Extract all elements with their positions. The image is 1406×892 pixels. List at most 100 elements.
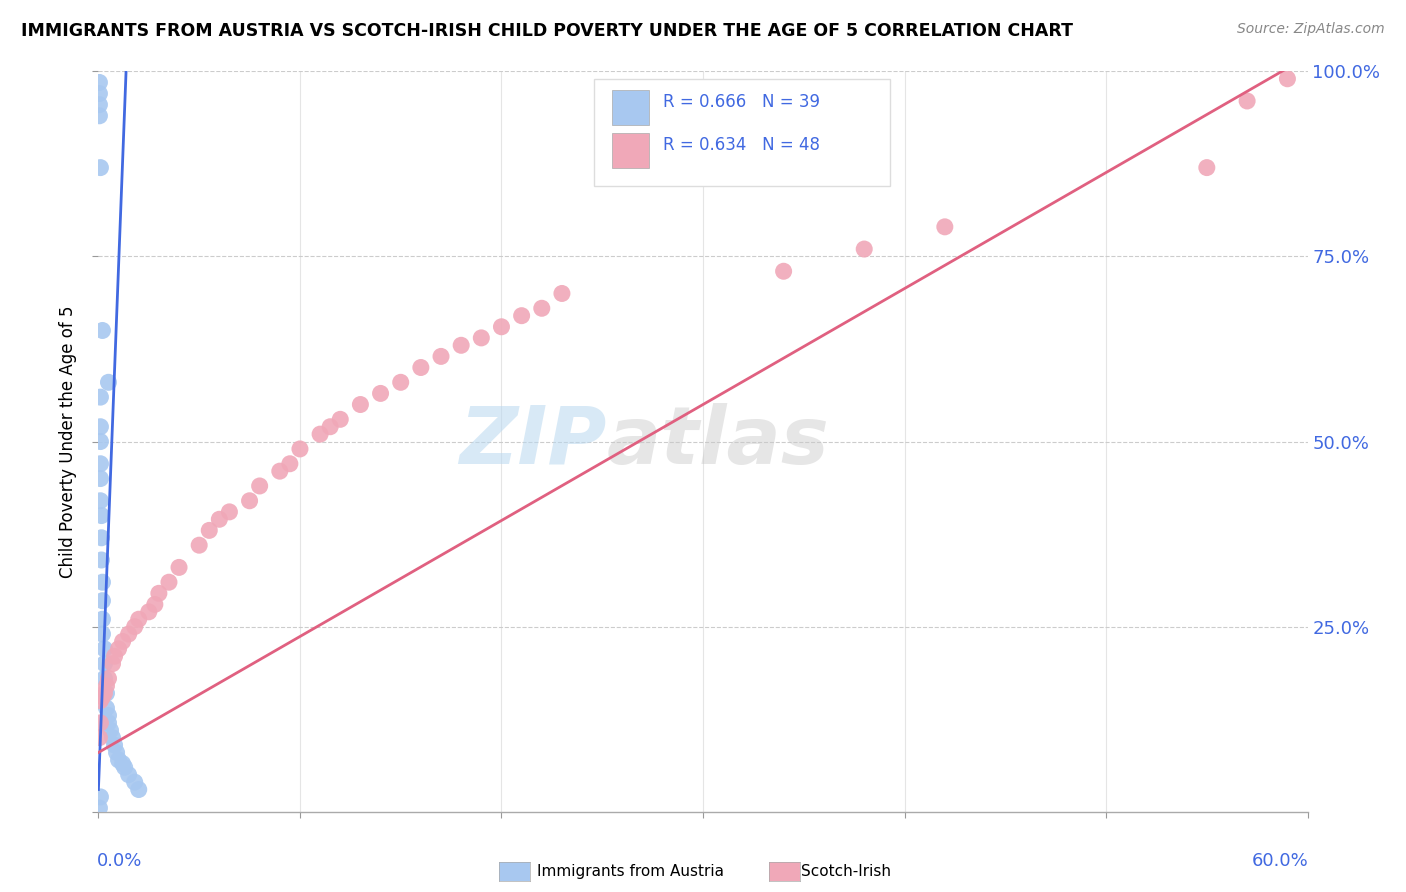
- Point: [853, 242, 876, 256]
- Text: Immigrants from Austria: Immigrants from Austria: [537, 864, 724, 879]
- Point: [551, 286, 574, 301]
- Point: [89, 390, 111, 404]
- Text: IMMIGRANTS FROM AUSTRIA VS SCOTCH-IRISH CHILD POVERTY UNDER THE AGE OF 5 CORRELA: IMMIGRANTS FROM AUSTRIA VS SCOTCH-IRISH …: [21, 22, 1073, 40]
- Point: [96, 701, 118, 715]
- Point: [107, 753, 129, 767]
- Point: [89, 419, 111, 434]
- Point: [208, 512, 231, 526]
- Point: [470, 331, 492, 345]
- Point: [349, 398, 371, 412]
- Point: [89, 493, 111, 508]
- Point: [97, 708, 120, 723]
- Point: [96, 686, 118, 700]
- Point: [309, 427, 332, 442]
- Point: [93, 672, 115, 686]
- Point: [89, 75, 111, 89]
- Point: [370, 386, 392, 401]
- Point: [114, 760, 136, 774]
- Point: [101, 657, 124, 671]
- Point: [409, 360, 432, 375]
- Y-axis label: Child Poverty Under the Age of 5: Child Poverty Under the Age of 5: [59, 305, 77, 578]
- Point: [329, 412, 352, 426]
- Point: [91, 324, 114, 338]
- Point: [97, 672, 120, 686]
- Point: [143, 598, 166, 612]
- Point: [93, 686, 115, 700]
- Point: [934, 219, 956, 234]
- Point: [89, 457, 111, 471]
- Point: [239, 493, 262, 508]
- Point: [772, 264, 794, 278]
- Point: [91, 612, 114, 626]
- Point: [491, 319, 513, 334]
- Point: [89, 471, 111, 485]
- Point: [157, 575, 180, 590]
- Point: [91, 593, 114, 607]
- Point: [89, 715, 111, 730]
- Point: [97, 376, 120, 390]
- Point: [91, 575, 114, 590]
- Text: ZIP: ZIP: [458, 402, 606, 481]
- Point: [1236, 94, 1258, 108]
- Text: R = 0.666   N = 39: R = 0.666 N = 39: [664, 94, 820, 112]
- Text: Scotch-Irish: Scotch-Irish: [801, 864, 891, 879]
- FancyBboxPatch shape: [613, 133, 648, 169]
- Point: [1277, 71, 1299, 86]
- Point: [278, 457, 301, 471]
- Point: [530, 301, 553, 316]
- Point: [93, 641, 115, 656]
- Point: [124, 619, 146, 633]
- Point: [96, 679, 118, 693]
- Point: [249, 479, 271, 493]
- Text: R = 0.634   N = 48: R = 0.634 N = 48: [664, 136, 820, 154]
- Point: [93, 657, 115, 671]
- Point: [103, 738, 125, 752]
- Point: [198, 524, 221, 538]
- Point: [124, 775, 146, 789]
- Point: [89, 87, 111, 101]
- Point: [100, 723, 122, 738]
- Point: [218, 505, 240, 519]
- Point: [89, 731, 111, 745]
- Point: [450, 338, 472, 352]
- Text: Source: ZipAtlas.com: Source: ZipAtlas.com: [1237, 22, 1385, 37]
- Point: [89, 801, 111, 815]
- Point: [89, 694, 111, 708]
- Point: [111, 756, 134, 771]
- Text: 60.0%: 60.0%: [1251, 853, 1309, 871]
- Point: [269, 464, 291, 478]
- Point: [118, 627, 141, 641]
- Point: [90, 553, 112, 567]
- Point: [319, 419, 342, 434]
- Point: [89, 161, 111, 175]
- Point: [89, 789, 111, 804]
- Point: [148, 586, 170, 600]
- Point: [167, 560, 190, 574]
- Point: [188, 538, 211, 552]
- Point: [91, 627, 114, 641]
- Point: [89, 109, 111, 123]
- Point: [128, 612, 150, 626]
- Point: [89, 434, 111, 449]
- Point: [128, 782, 150, 797]
- Point: [103, 649, 125, 664]
- Point: [111, 634, 134, 648]
- Point: [107, 641, 129, 656]
- Point: [91, 690, 114, 704]
- Point: [105, 746, 128, 760]
- Point: [97, 715, 120, 730]
- Point: [118, 767, 141, 781]
- Point: [389, 376, 412, 390]
- Text: 0.0%: 0.0%: [97, 853, 142, 871]
- Point: [90, 508, 112, 523]
- Text: atlas: atlas: [606, 402, 830, 481]
- Point: [101, 731, 124, 745]
- Point: [138, 605, 160, 619]
- FancyBboxPatch shape: [595, 78, 890, 186]
- Point: [90, 531, 112, 545]
- Point: [288, 442, 311, 456]
- FancyBboxPatch shape: [613, 90, 648, 126]
- Point: [430, 350, 453, 364]
- Point: [510, 309, 533, 323]
- Point: [1195, 161, 1218, 175]
